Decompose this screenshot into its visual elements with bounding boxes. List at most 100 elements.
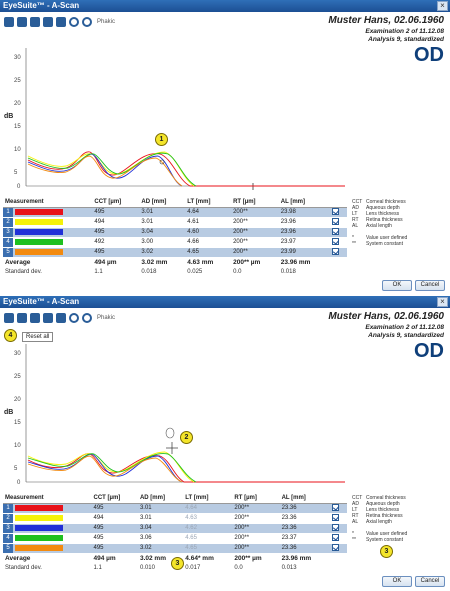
y-tick: 10: [14, 147, 21, 153]
row-checkbox[interactable]: [332, 504, 340, 512]
cancel-button[interactable]: Cancel: [415, 280, 445, 291]
title-bar[interactable]: EyeSuite™ - A-Scan ×: [0, 296, 450, 308]
analysis-label: Analysis 9, standardized: [368, 36, 444, 43]
ok-button[interactable]: OK: [382, 576, 412, 587]
col-measurement: Measurement: [3, 197, 93, 208]
table-row[interactable]: 2 494 3.01 4.61 200** 23.96: [3, 217, 347, 228]
row-checkbox[interactable]: [332, 544, 340, 552]
save-icon[interactable]: [4, 313, 14, 323]
ascan-trace-5: [27, 455, 183, 483]
y-tick: 30: [14, 351, 21, 357]
refresh-icon[interactable]: [69, 17, 79, 27]
table-row[interactable]: 3 495 3.04 4.60 200** 23.96: [3, 227, 347, 238]
row-checkbox[interactable]: [332, 524, 340, 532]
eye-label: OD: [414, 340, 444, 362]
row-checkbox[interactable]: [332, 248, 340, 256]
table-row[interactable]: 1 495 3.01 4.64 200** 23.36: [3, 503, 347, 514]
toolbar: Phakic: [4, 15, 115, 29]
phakic-label: Phakic: [97, 19, 116, 25]
ascan-trace-3: [27, 453, 183, 483]
measurement-table: Measurement CCT [µm] AD [mm] LT [mm] RT …: [3, 197, 347, 277]
save-icon[interactable]: [4, 17, 14, 27]
settings-icon[interactable]: [43, 17, 53, 27]
color-swatch: [15, 218, 63, 225]
ascan-plot[interactable]: dB 30 25 20 15 10 5 0: [0, 336, 350, 491]
table-row[interactable]: 4 495 3.06 4.65 200** 23.37: [3, 533, 347, 544]
print-icon[interactable]: [17, 17, 27, 27]
callout-3: 3: [171, 557, 184, 570]
y-tick: 15: [14, 420, 21, 426]
image-icon[interactable]: [56, 313, 66, 323]
phakic-label: Phakic: [97, 315, 116, 321]
y-tick: 0: [17, 184, 21, 190]
col-ad: AD [mm]: [137, 493, 184, 504]
table-row[interactable]: 2 494 3.01 4.63 200** 23.36: [3, 513, 347, 524]
row-checkbox[interactable]: [332, 238, 340, 246]
row-checkbox[interactable]: [332, 514, 340, 522]
abbreviation-legend: CCT Corneal thickness AD Aqueous depth LT L…: [352, 199, 408, 247]
measurement-table: Measurement CCT [µm] AD [mm] LT [mm] RT …: [3, 493, 347, 573]
ascan-trace-1: [27, 453, 345, 483]
phakic-toggle-icon[interactable]: [82, 17, 92, 27]
y-tick: 25: [14, 78, 21, 84]
abbreviation-legend: CCT Corneal thickness AD Aqueous depth LT L…: [352, 495, 408, 543]
y-axis-label: dB: [4, 409, 13, 416]
col-cct: CCT [µm]: [91, 493, 138, 504]
color-swatch: [15, 504, 63, 511]
table-row[interactable]: 1 495 3.01 4.64 200** 23.98: [3, 207, 347, 218]
ascan-trace-4: [27, 453, 197, 483]
callout-3-legend: 3: [380, 545, 393, 558]
ascan-window-bottom: EyeSuite™ - A-Scan × Phakic Reset all 4 …: [0, 296, 450, 591]
stddev-row: Standard dev. 1.1 0.010 0.017 0.0 0.013: [5, 565, 297, 571]
row-checkbox[interactable]: [332, 218, 340, 226]
title-bar[interactable]: EyeSuite™ - A-Scan ×: [0, 0, 450, 12]
analysis-label: Analysis 9, standardized: [368, 332, 444, 339]
col-rt: RT [µm]: [232, 493, 280, 504]
color-swatch: [15, 534, 63, 541]
reset-all-icon[interactable]: [30, 313, 40, 323]
average-row: Average 494 µm 3.02 mm 4.63 mm 200** µm 23.9…: [5, 258, 311, 266]
col-al: AL [mm]: [279, 493, 331, 504]
col-measurement: Measurement: [3, 493, 92, 504]
print-icon[interactable]: [17, 313, 27, 323]
ok-button[interactable]: OK: [382, 280, 412, 291]
phakic-toggle-icon[interactable]: [82, 313, 92, 323]
edit-icon[interactable]: [30, 17, 40, 27]
average-row: Average 494 µm 3.02 mm 4.64* mm 200** µm 23.…: [5, 554, 312, 562]
image-icon[interactable]: [56, 17, 66, 27]
window-title: EyeSuite™ - A-Scan: [3, 1, 80, 10]
drag-cursor[interactable]: [165, 427, 178, 454]
row-checkbox[interactable]: [332, 228, 340, 236]
cancel-button[interactable]: Cancel: [415, 576, 445, 587]
y-tick: 10: [14, 443, 21, 449]
col-ad: AD [mm]: [139, 197, 186, 208]
ascan-trace-1: [27, 151, 345, 187]
ascan-trace-5: [27, 155, 183, 187]
eye-label: OD: [414, 44, 444, 66]
ascan-trace-2: [27, 451, 195, 483]
refresh-icon[interactable]: [69, 313, 79, 323]
y-tick: 5: [14, 170, 18, 176]
examination-label: Examination 2 of 11.12.08: [365, 28, 444, 35]
row-checkbox[interactable]: [332, 208, 340, 216]
col-al: AL [mm]: [278, 197, 331, 208]
color-swatch: [15, 514, 63, 521]
table-row[interactable]: 5 495 3.02 4.65 200** 23.99: [3, 247, 347, 258]
row-checkbox[interactable]: [332, 534, 340, 542]
col-lt: LT [mm]: [183, 493, 233, 504]
color-swatch: [15, 544, 63, 551]
table-row[interactable]: 5 495 3.02 4.65 200** 23.36: [3, 543, 347, 554]
reset-all-tooltip: Reset all: [22, 332, 54, 342]
stddev-row: Standard dev. 1.1 0.018 0.025 0.0 0.018: [5, 269, 296, 275]
y-tick: 15: [14, 124, 21, 130]
color-swatch: [15, 238, 63, 245]
ascan-plot[interactable]: dB 30 25 20 15 10 5 0: [0, 40, 350, 195]
window-title: EyeSuite™ - A-Scan: [3, 297, 80, 306]
y-tick: 20: [14, 101, 21, 107]
settings-icon[interactable]: [43, 313, 53, 323]
callout-2: 2: [180, 431, 193, 444]
close-button[interactable]: ×: [437, 297, 448, 307]
table-row[interactable]: 3 495 3.04 4.62 200** 23.36: [3, 523, 347, 534]
table-row[interactable]: 4 492 3.00 4.66 200** 23.97: [3, 237, 347, 248]
close-button[interactable]: ×: [437, 1, 448, 11]
